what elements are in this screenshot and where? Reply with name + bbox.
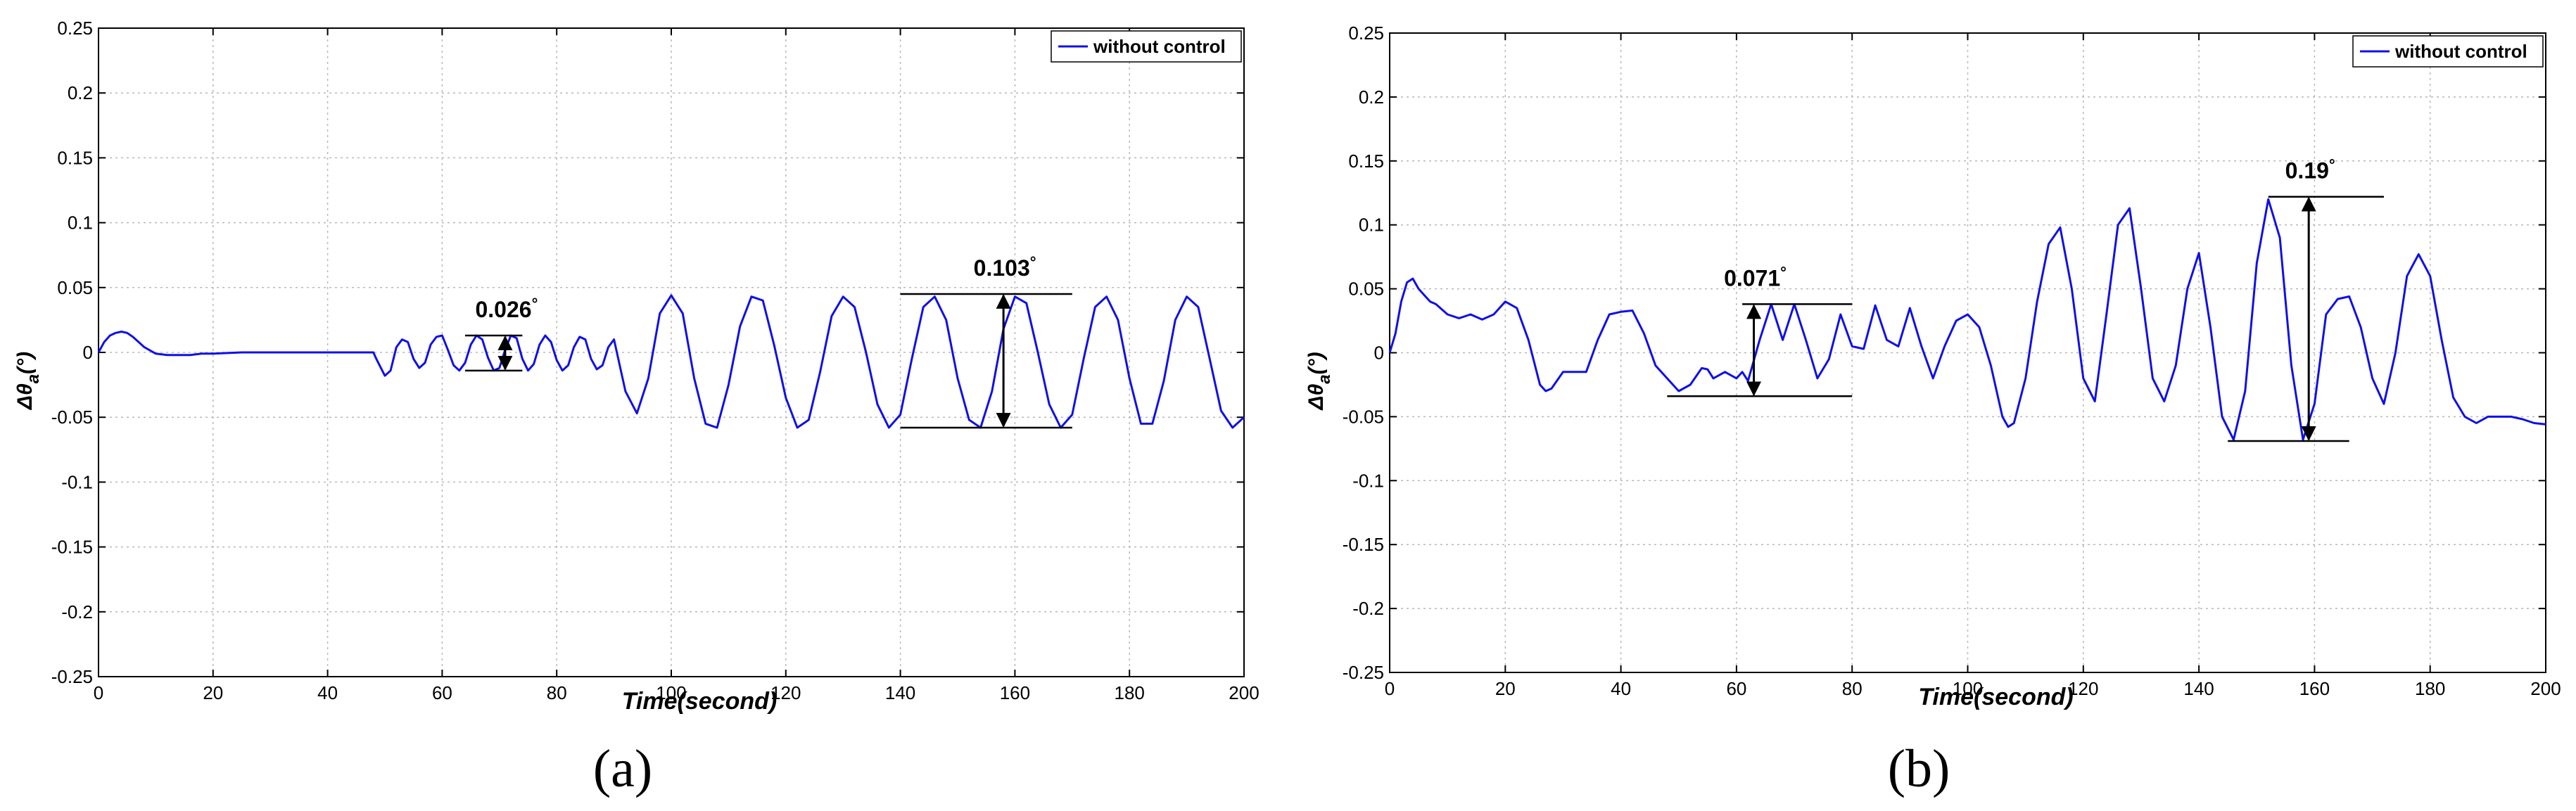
y-tick-label: 0.1 [68, 212, 93, 234]
annotation-degree: ° [1030, 253, 1036, 271]
y-axis-label-main: Δθ [1305, 383, 1328, 410]
y-tick-label: -0.1 [1352, 470, 1384, 491]
annotation-degree: ° [2329, 156, 2335, 174]
annotation-degree: ° [532, 295, 538, 312]
x-tick-label: 160 [2299, 678, 2330, 699]
x-tick-label: 80 [547, 682, 567, 703]
y-axis-label-unit: (°) [13, 352, 37, 374]
y-tick-label: 0.2 [68, 82, 93, 103]
x-tick-label: 0 [1385, 678, 1395, 699]
y-tick-label: -0.05 [1343, 406, 1384, 427]
y-tick-label: -0.2 [1352, 598, 1384, 619]
x-tick-label: 140 [885, 682, 915, 703]
y-tick-label: 0.2 [1359, 87, 1384, 108]
legend-label: without control [2394, 41, 2527, 62]
annotation-value: 0.19 [2285, 158, 2329, 184]
y-tick-label: 0.05 [1348, 279, 1384, 300]
series-line-without-control [1388, 198, 2546, 441]
x-tick-label: 160 [1000, 682, 1030, 703]
y-tick-label: 0 [1374, 343, 1384, 364]
y-tick-label: -0.15 [51, 537, 93, 558]
x-tick-label: 40 [317, 682, 338, 703]
x-tick-label: 60 [432, 682, 452, 703]
y-tick-label: 0.1 [1359, 215, 1384, 236]
y-tick-label: -0.05 [51, 407, 93, 428]
y-tick-label: 0 [83, 342, 93, 363]
x-tick-label: 200 [1229, 682, 1259, 703]
annotation-label: 0.071° [1724, 263, 1787, 290]
y-axis-label-main: Δθ [13, 383, 37, 410]
x-tick-label: 120 [2068, 678, 2098, 699]
annotation-value: 0.103 [974, 255, 1030, 281]
y-axis-label: Δθa(°) [1305, 352, 1334, 410]
series-line-without-control [97, 294, 1245, 429]
x-tick-label: 40 [1611, 678, 1631, 699]
y-tick-label: -0.25 [51, 666, 93, 687]
x-axis-label: Time(second) [622, 688, 777, 715]
x-tick-label: 200 [2530, 678, 2561, 699]
y-tick-label: 0.25 [57, 18, 93, 39]
x-tick-label: 100 [1953, 678, 1983, 699]
x-tick-label: 180 [1115, 682, 1145, 703]
x-tick-label: 80 [1842, 678, 1863, 699]
x-tick-label: 140 [2183, 678, 2214, 699]
x-tick-label: 0 [94, 682, 103, 703]
panel-label: (b) [1888, 739, 1950, 798]
x-tick-label: 20 [203, 682, 223, 703]
x-tick-label: 100 [656, 682, 686, 703]
y-tick-label: 0.05 [57, 277, 93, 298]
y-tick-label: 0.15 [57, 147, 93, 168]
y-tick-label: 0.25 [1348, 23, 1384, 44]
y-tick-label: -0.15 [1343, 534, 1384, 555]
chart-panel-b: 0 20 40 60 80 100 120 140 160 180 200 0.25 0.2 0.15 0.… [1305, 23, 2561, 798]
y-axis-label-subscript: a [24, 374, 43, 383]
annotation-degree: ° [1780, 263, 1787, 281]
y-tick-label: -0.2 [61, 601, 93, 622]
y-axis-label-unit: (°) [1305, 352, 1328, 374]
legend-label: without control [1093, 36, 1226, 57]
y-axis-label-subscript: a [1315, 374, 1334, 383]
y-tick-label: 0.15 [1348, 151, 1384, 172]
x-tick-label: 120 [770, 682, 801, 703]
x-tick-label: 60 [1726, 678, 1746, 699]
panel-label: (a) [593, 739, 652, 798]
annotation-value: 0.071 [1724, 265, 1780, 290]
x-tick-label: 20 [1495, 678, 1516, 699]
chart-panel-a: 0 20 40 60 80 100 120 140 160 180 200 0.25 0.2 0.15 0.… [13, 18, 1260, 798]
x-tick-label: 180 [2415, 678, 2445, 699]
annotation-value: 0.026 [475, 297, 531, 322]
annotation-label: 0.026° [475, 295, 538, 322]
annotation-label: 0.19° [2285, 156, 2335, 184]
y-tick-label: -0.1 [61, 471, 93, 492]
annotation-label: 0.103° [974, 253, 1036, 281]
x-axis-label: Time(second) [1918, 684, 2073, 710]
y-axis-label: Δθa(°) [13, 352, 43, 410]
y-tick-label: -0.25 [1343, 662, 1384, 683]
